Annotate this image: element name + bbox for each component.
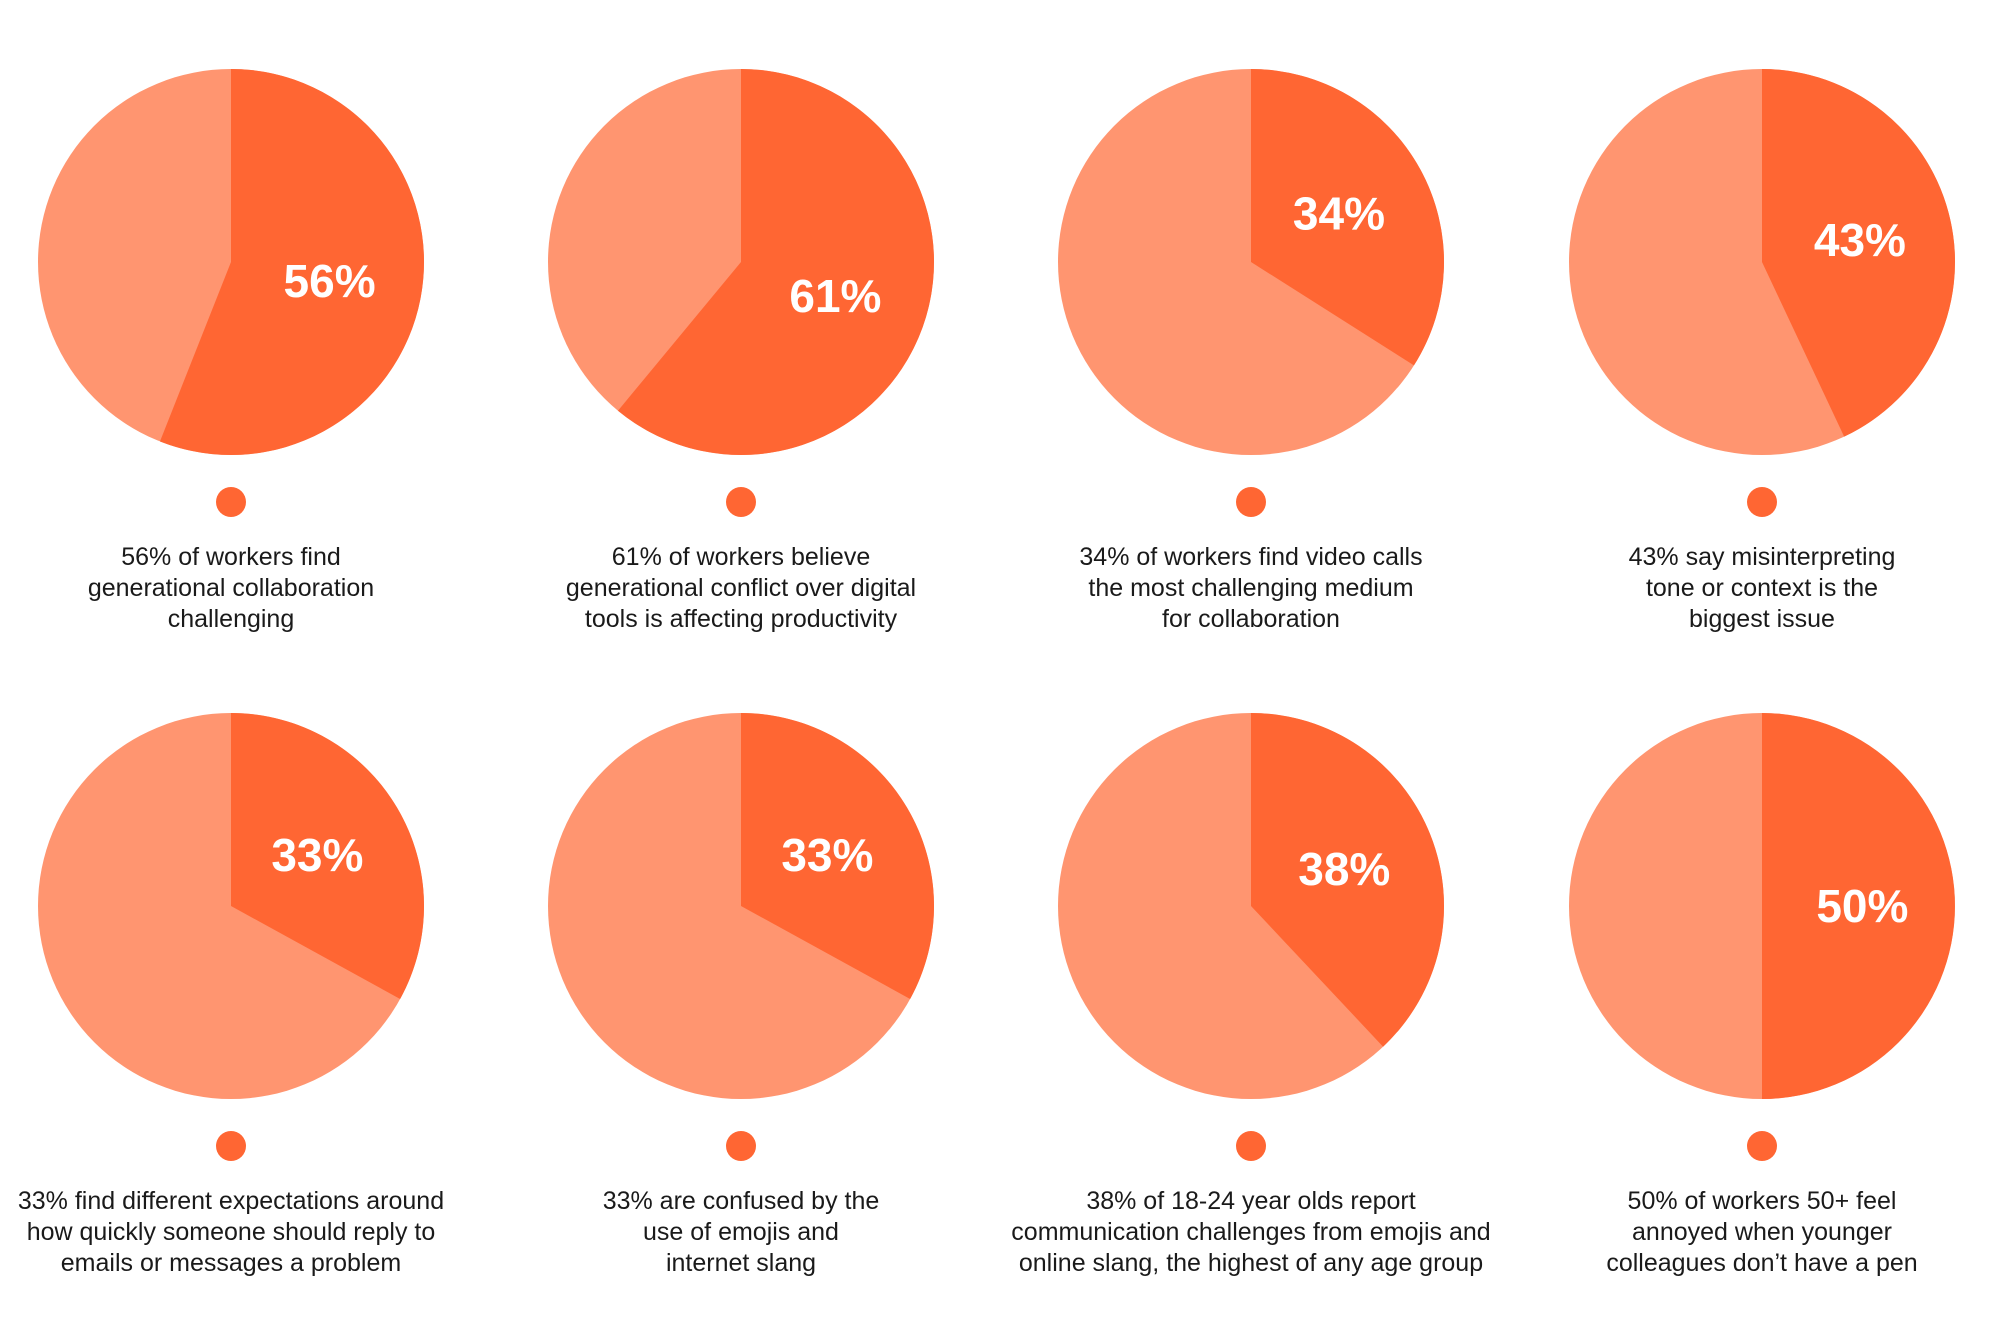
pie-slice-highlight <box>617 69 934 456</box>
caption-line: 61% of workers believe <box>612 543 870 571</box>
pie-data-label: 33% <box>781 829 873 881</box>
pie-caption: 34% of workers find video calls the most … <box>1079 543 1422 633</box>
caption-line: 34% of workers find video calls <box>1079 543 1422 571</box>
pie-chart-7: 38% 38% of 18-24 year olds report communic… <box>1011 712 1491 1277</box>
marker-dot <box>216 1131 246 1161</box>
pie-caption: 56% of workers find generational collabor… <box>88 543 374 633</box>
pie-slice-highlight <box>1762 69 1955 437</box>
pie-slice-highlight <box>741 713 934 999</box>
pie-caption: 50% of workers 50+ feel annoyed when youn… <box>1606 1187 1917 1277</box>
caption-line: internet slang <box>666 1249 816 1277</box>
pie-data-label: 33% <box>271 829 363 881</box>
caption-line: annoyed when younger <box>1632 1218 1892 1246</box>
pie-data-label: 34% <box>1293 188 1385 240</box>
caption-line: for collaboration <box>1162 605 1340 633</box>
marker-dot <box>726 1131 756 1161</box>
caption-line: colleagues don’t have a pen <box>1606 1249 1917 1277</box>
marker-dot <box>1747 487 1777 517</box>
pie-chart-1: 56% 56% of workers find generational colla… <box>38 69 425 633</box>
caption-line: use of emojis and <box>643 1218 839 1246</box>
caption-line: online slang, the highest of any age gro… <box>1019 1249 1483 1277</box>
pie-data-label: 61% <box>789 270 881 322</box>
caption-line: generational conflict over digital <box>566 574 916 602</box>
pie-caption: 33% find different expectations around ho… <box>18 1187 444 1277</box>
pie-data-label: 38% <box>1298 843 1390 895</box>
caption-line: communication challenges from emojis and <box>1011 1218 1490 1246</box>
caption-line: 50% of workers 50+ feel <box>1628 1187 1897 1215</box>
pie-slice-highlight <box>159 69 425 455</box>
pie-chart-2: 61% 61% of workers believe generational co… <box>548 69 934 633</box>
caption-line: the most challenging medium <box>1088 574 1413 602</box>
caption-line: 43% say misinterpreting <box>1629 543 1896 571</box>
pie-chart-4: 43% 43% say misinterpreting tone or contex… <box>1569 69 1955 633</box>
caption-line: how quickly someone should reply to <box>27 1218 436 1246</box>
pie-caption: 33% are confused by the use of emojis and… <box>603 1187 880 1277</box>
pie-chart-5: 33% 33% find different expectations aroun… <box>18 713 444 1277</box>
caption-line: 33% are confused by the <box>603 1187 880 1215</box>
caption-line: tone or context is the <box>1646 574 1878 602</box>
marker-dot <box>1236 1131 1266 1161</box>
pie-slice-highlight <box>1762 713 1955 1099</box>
marker-dot <box>1236 487 1266 517</box>
caption-line: generational collaboration <box>88 574 374 602</box>
pie-chart-8: 50% 50% of workers 50+ feel annoyed when y… <box>1569 713 1955 1277</box>
pie-caption: 43% say misinterpreting tone or context i… <box>1629 543 1896 633</box>
marker-dot <box>1747 1131 1777 1161</box>
caption-line: biggest issue <box>1689 605 1835 633</box>
caption-line: 38% of 18-24 year olds report <box>1086 1187 1415 1215</box>
caption-line: 33% find different expectations around <box>18 1187 444 1215</box>
caption-line: tools is affecting productivity <box>585 605 898 633</box>
pie-chart-3: 34% 34% of workers find video calls the mo… <box>1058 69 1444 633</box>
pie-chart-6: 33% 33% are confused by the use of emojis … <box>548 713 934 1277</box>
pie-data-label: 56% <box>284 255 376 307</box>
marker-dot <box>216 487 246 517</box>
pie-caption: 61% of workers believe generational confl… <box>566 543 916 633</box>
marker-dot <box>726 487 756 517</box>
pie-slice-highlight <box>231 713 424 999</box>
pie-data-label: 43% <box>1814 214 1906 266</box>
pie-slice-highlight <box>1251 712 1444 1047</box>
caption-line: emails or messages a problem <box>61 1249 401 1277</box>
pie-slice-highlight <box>1251 69 1444 366</box>
caption-line: 56% of workers find <box>121 543 341 571</box>
pie-data-label: 50% <box>1816 880 1908 932</box>
pie-caption: 38% of 18-24 year olds report communicati… <box>1011 1187 1490 1277</box>
caption-line: challenging <box>168 605 295 633</box>
